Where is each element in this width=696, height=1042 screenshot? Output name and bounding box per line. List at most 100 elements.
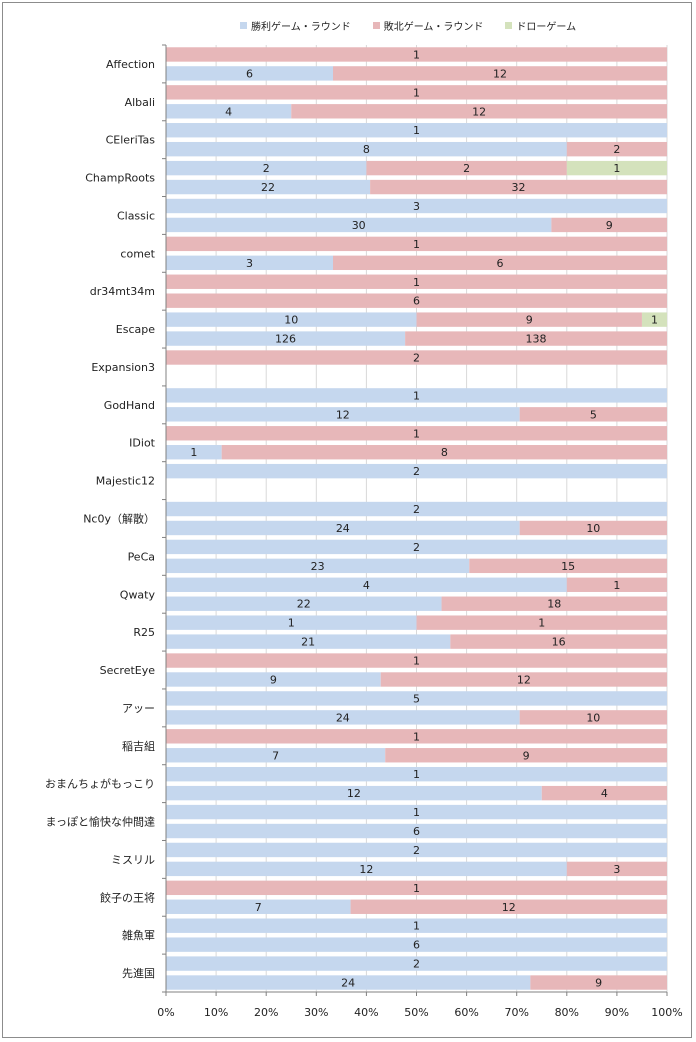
bar-segment-win — [166, 501, 667, 517]
bar-segment-win — [166, 198, 667, 214]
bar-segment-win — [166, 312, 417, 327]
data-label-win: 8 — [363, 143, 370, 156]
category-label: アッー — [122, 702, 155, 715]
bar-segment-loss — [519, 710, 667, 725]
bar-segment-loss — [530, 975, 667, 990]
bar-segment-win — [166, 861, 567, 877]
bar-segment-win — [166, 823, 667, 839]
data-label-loss: 12 — [502, 901, 516, 914]
data-label-loss: 5 — [590, 408, 597, 421]
data-label-win: 126 — [275, 333, 296, 346]
category-label: dr34mt34m — [90, 285, 155, 298]
legend-item-draw: ドローゲーム — [505, 18, 576, 33]
bar-segment-win — [166, 615, 417, 630]
bar-segment-win — [166, 691, 667, 706]
bar-segment-loss — [366, 160, 567, 176]
legend-item-win: 勝利ゲーム・ラウンド — [240, 18, 351, 33]
data-label-win: 24 — [341, 977, 355, 990]
bar-segment-loss — [551, 217, 667, 233]
data-label-win: 3 — [413, 200, 420, 213]
bar-segment-win — [166, 520, 520, 536]
category-label: IDiot — [129, 437, 156, 450]
category-label: Escape — [116, 323, 155, 336]
category-label: Classic — [117, 209, 155, 222]
bar-segment-loss — [441, 596, 667, 611]
data-label-win: 22 — [261, 181, 275, 194]
bar-segment-loss — [333, 255, 667, 271]
data-label-win: 4 — [225, 105, 232, 118]
data-label-win: 1 — [413, 389, 420, 402]
bar-segment-win — [166, 842, 667, 858]
category-label: まっぽと愉快な仲間達 — [45, 815, 155, 829]
category-label: GodHand — [104, 399, 155, 412]
data-label-win: 2 — [413, 844, 420, 857]
category-label: PeCa — [128, 550, 155, 563]
data-label-win: 5 — [413, 692, 420, 705]
category-label: 餃子の王将 — [100, 890, 155, 904]
data-label-draw: 1 — [651, 314, 658, 327]
category-label: Nc0y（解散） — [83, 512, 155, 526]
data-label-win: 23 — [311, 560, 325, 573]
bar-segment-loss — [469, 558, 667, 574]
data-label-loss: 2 — [463, 162, 470, 175]
bar-segment-win — [166, 388, 667, 403]
bar-segment-loss — [166, 350, 667, 365]
data-label-win: 1 — [413, 124, 420, 137]
data-label-loss: 3 — [613, 863, 620, 876]
data-label-loss: 9 — [526, 314, 533, 327]
bar-segment-win — [166, 710, 520, 725]
data-label-loss: 16 — [552, 636, 566, 649]
data-label-win: 21 — [301, 636, 315, 649]
category-label: Affection — [106, 58, 155, 71]
bar-segment-loss — [166, 85, 667, 100]
data-label-win: 6 — [413, 825, 420, 838]
bar-segment-win — [166, 255, 333, 271]
category-label: comet — [120, 247, 155, 260]
data-label-win: 1 — [413, 768, 420, 781]
data-label-loss: 2 — [613, 143, 620, 156]
legend-label-win: 勝利ゲーム・ラウンド — [251, 21, 351, 33]
bar-segment-win — [166, 596, 442, 611]
bar-segment-loss — [333, 66, 667, 81]
data-label-loss: 1 — [413, 86, 420, 99]
bar-segment-loss — [519, 407, 667, 422]
category-label: ChampRoots — [85, 172, 155, 185]
data-label-loss: 15 — [561, 560, 575, 573]
bar-segment-win — [166, 141, 567, 157]
data-label-win: 1 — [413, 806, 420, 819]
x-tick-label: 70% — [504, 1006, 528, 1019]
bar-segment-win — [166, 804, 667, 820]
bar-segment-loss — [350, 899, 667, 914]
data-label-win: 3 — [246, 257, 253, 270]
data-label-loss: 1 — [413, 655, 420, 668]
legend-item-loss: 敗北ゲーム・ラウンド — [372, 18, 483, 33]
data-label-win: 7 — [255, 901, 262, 914]
data-label-win: 22 — [297, 598, 311, 611]
data-label-loss: 18 — [547, 598, 561, 611]
data-label-win: 12 — [359, 863, 373, 876]
bar-segment-win — [166, 672, 381, 687]
bar-segment-win — [166, 445, 222, 460]
bar-segment-win — [166, 539, 667, 555]
bar-segment-draw — [566, 160, 667, 176]
x-tick-label: 30% — [304, 1006, 328, 1019]
bar-segment-win — [166, 66, 333, 81]
x-tick-label: 0% — [157, 1006, 174, 1019]
category-label: SecretEye — [100, 664, 156, 677]
data-label-loss: 1 — [413, 48, 420, 61]
data-label-loss: 8 — [441, 446, 448, 459]
bar-segment-win — [166, 104, 292, 119]
bar-segment-win — [166, 558, 470, 574]
bar-segment-loss — [166, 274, 667, 289]
bar-segment-loss — [221, 445, 667, 460]
bar-segment-win — [166, 331, 406, 346]
bar-segment-win — [166, 785, 542, 801]
data-label-win: 1 — [190, 446, 197, 459]
data-label-loss: 138 — [526, 333, 547, 346]
bar-segment-loss — [166, 426, 667, 441]
legend: 勝利ゲーム・ラウンド 敗北ゲーム・ラウンド ドローゲーム — [240, 18, 576, 33]
x-tick-label: 20% — [254, 1006, 278, 1019]
data-label-draw: 1 — [613, 162, 620, 175]
legend-swatch-loss — [372, 21, 380, 29]
category-label: Albali — [125, 96, 155, 109]
